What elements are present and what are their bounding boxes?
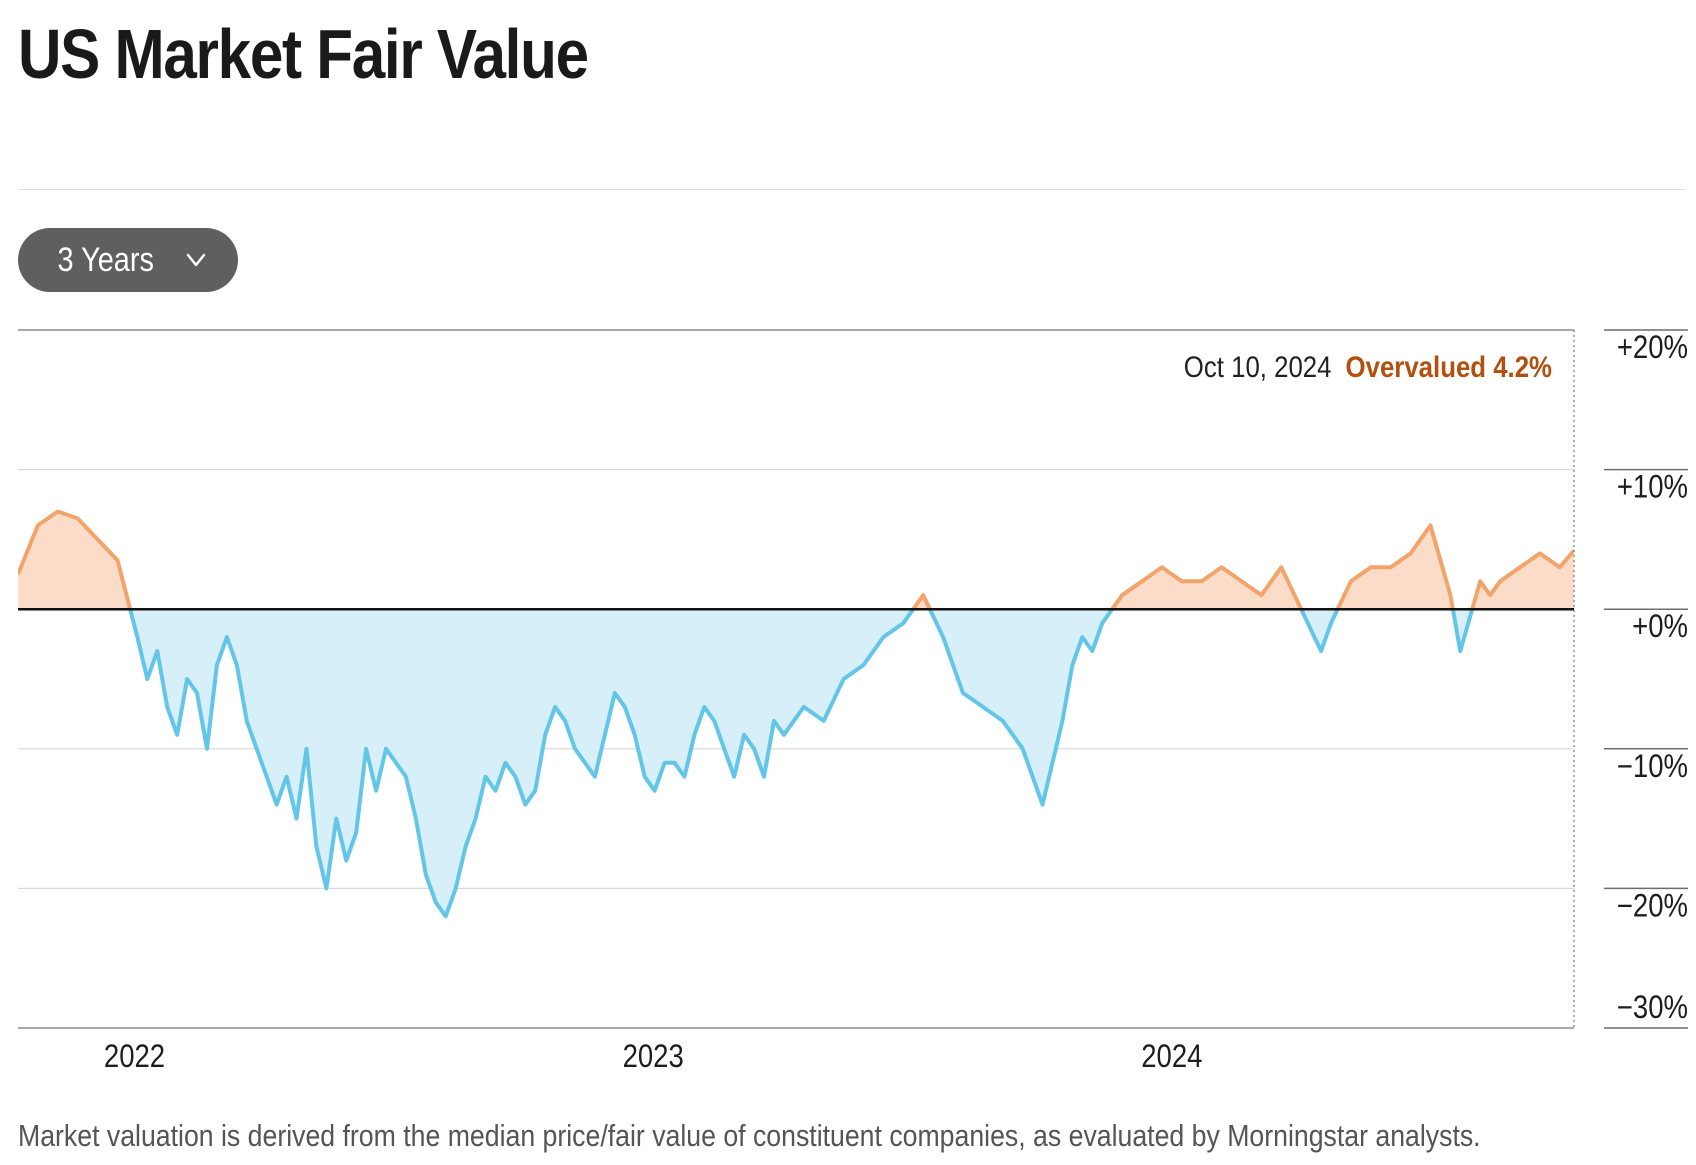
x-axis: 2022 2023 2024 xyxy=(104,1039,1203,1074)
footnote: Market valuation is derived from the med… xyxy=(18,1118,1481,1153)
data-lines xyxy=(18,509,1574,919)
time-range-label: 3 Years xyxy=(57,240,155,279)
x-tick-label: 2022 xyxy=(104,1039,165,1074)
y-tick-label: −10% xyxy=(1617,749,1688,784)
x-tick-label: 2024 xyxy=(1141,1039,1202,1074)
overvalued-line xyxy=(18,509,1574,608)
y-tick-label: +0% xyxy=(1632,609,1688,644)
y-tick-label: −20% xyxy=(1617,889,1688,924)
y-axis: +20% +10% +0% −10% −20% −30% xyxy=(1604,329,1688,1029)
header-divider xyxy=(18,189,1686,190)
annotation: Oct 10, 2024 Overvalued 4.2% xyxy=(1184,350,1552,383)
chevron-down-icon xyxy=(186,253,205,267)
undervalued-area xyxy=(18,608,1574,917)
overvalued-area xyxy=(18,511,1574,608)
y-tick-label: +10% xyxy=(1617,470,1688,505)
x-tick-label: 2023 xyxy=(623,1039,684,1074)
y-tick-label: −30% xyxy=(1617,990,1688,1025)
page-title: US Market Fair Value xyxy=(18,15,589,93)
annotation-status: Overvalued 4.2% xyxy=(1346,350,1553,383)
y-tick-label: +20% xyxy=(1617,330,1688,365)
data-area xyxy=(18,511,1574,917)
undervalued-line xyxy=(127,608,1475,919)
annotation-date: Oct 10, 2024 xyxy=(1184,350,1332,383)
time-range-dropdown[interactable]: 3 Years xyxy=(18,228,238,292)
